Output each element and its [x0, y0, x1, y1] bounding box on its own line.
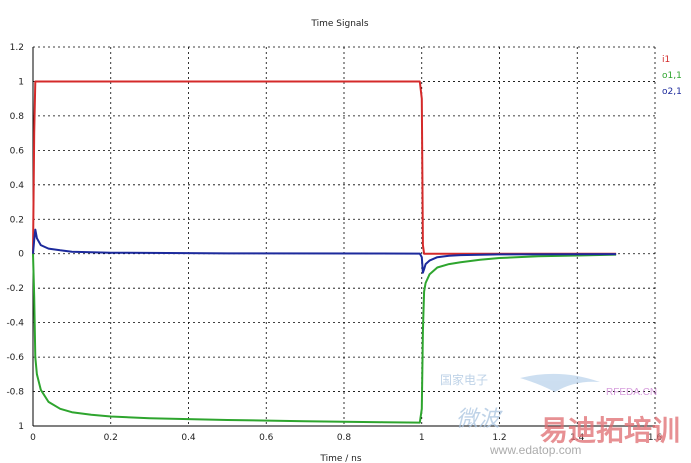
x-tick-label: 0.4: [181, 433, 196, 443]
y-tick-label: 0.4: [10, 181, 25, 191]
watermark-right-cn: 易迪拓培训: [540, 414, 680, 447]
x-axis-label: Time / ns: [319, 454, 361, 463]
y-tick-label: 1: [18, 77, 24, 87]
x-tick-label: 0: [30, 433, 36, 443]
y-tick-label: 0: [18, 250, 24, 260]
y-tick-label: 0.2: [10, 215, 24, 225]
y-tick-label: 0.8: [10, 112, 25, 122]
legend-entry: o1,1: [662, 71, 682, 81]
watermark-left-cn: 微波: [456, 407, 503, 432]
watermark: 国家电子 RFEDA.CN 微波 易迪拓培训 www.edatop.com: [440, 372, 680, 457]
x-tick-label: 0.2: [104, 433, 118, 443]
y-tick-labels: 1.2 1 0.8 0.6 0.4 0.2 0 -0.2 -0.4 -0.6 -0.8 1: [6, 43, 24, 432]
y-tick-label: -0.2: [6, 284, 24, 294]
series-line-o2-1: [32, 228, 617, 274]
legend-entry: i1: [662, 55, 670, 65]
bird-logo-icon: [520, 373, 600, 392]
legend: i1 o1,1 o2,1: [662, 55, 682, 97]
series-line-o1-1: [32, 253, 617, 424]
x-tick-label: 1: [419, 433, 425, 443]
y-tick-label: -0.6: [6, 353, 24, 363]
watermark-rfeda: RFEDA.CN: [606, 387, 657, 398]
y-tick-label: -0.4: [6, 319, 24, 329]
y-tick-label: 1.2: [10, 43, 24, 53]
x-tick-labels: 0 0.2 0.4 0.6 0.8 1 1.2 1.4 1.6: [30, 433, 662, 443]
watermark-url: www.edatop.com: [489, 443, 581, 457]
x-tick-label: 1.4: [570, 433, 585, 443]
y-tick-label: 0.6: [10, 146, 25, 156]
series-line-i1: [32, 80, 617, 255]
x-tick-label: 1.6: [648, 433, 663, 443]
y-tick-label: 1: [18, 422, 24, 432]
x-tick-label: 0.8: [337, 433, 352, 443]
y-tick-label: -0.8: [6, 388, 24, 398]
grid-lines: [33, 46, 656, 427]
legend-entry: o2,1: [662, 87, 682, 97]
watermark-top-cn: 国家电子: [440, 372, 488, 387]
series-lines: [32, 80, 617, 424]
x-tick-label: 1.2: [492, 433, 506, 443]
x-tick-label: 0.6: [259, 433, 274, 443]
chart-title: Time Signals: [310, 19, 369, 29]
